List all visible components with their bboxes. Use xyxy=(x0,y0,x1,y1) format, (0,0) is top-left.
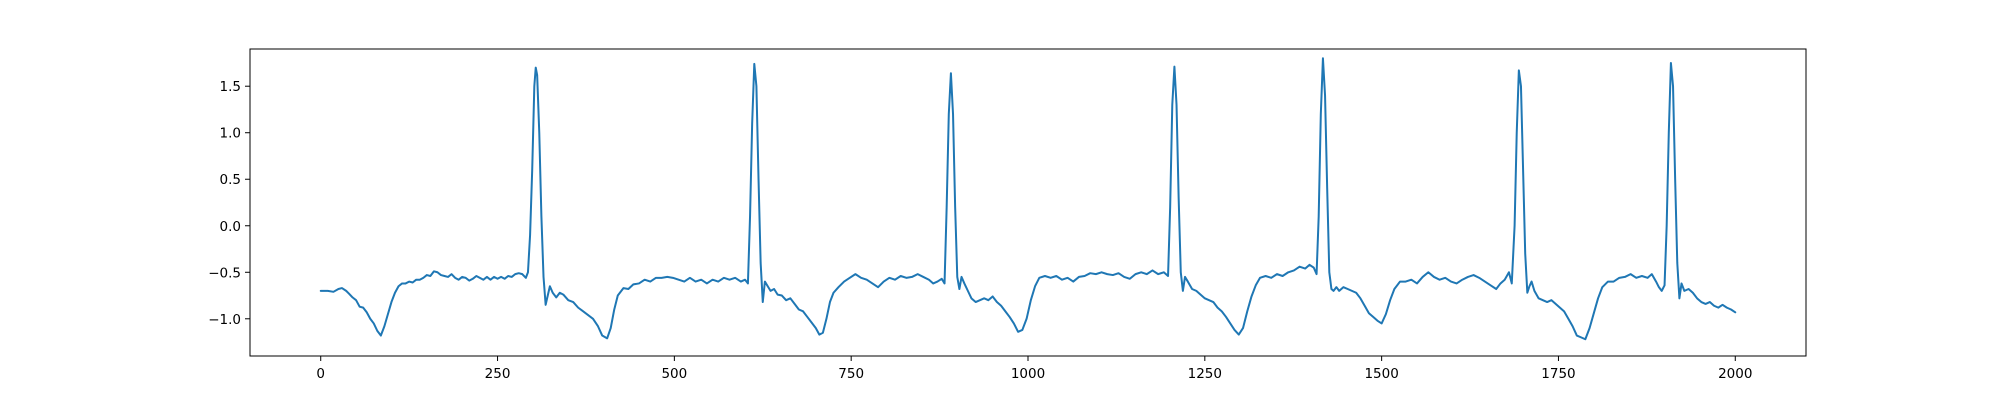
x-tick-label: 750 xyxy=(838,366,864,382)
series-layer xyxy=(319,57,1737,341)
y-tick-label: 1.0 xyxy=(220,126,241,142)
y-tick-label: 1.5 xyxy=(220,79,241,95)
x-tick-label: 0 xyxy=(316,366,325,382)
x-tick-label: 1500 xyxy=(1364,366,1398,382)
x-axis-ticks: 0 250 500 750 1000 1250 1500 1750 2000 xyxy=(316,356,1752,382)
series-line xyxy=(319,57,1737,341)
y-tick-label: −1.0 xyxy=(208,312,241,328)
x-tick-label: 250 xyxy=(485,366,511,382)
x-tick-label: 1250 xyxy=(1188,366,1222,382)
y-tick-label: −0.5 xyxy=(208,265,241,281)
y-tick-label: 0.5 xyxy=(220,172,241,188)
y-tick-label: 0.0 xyxy=(220,219,241,235)
x-tick-label: 1750 xyxy=(1541,366,1575,382)
plot-area-frame xyxy=(249,48,1807,357)
y-axis-ticks: −1.0 −0.5 0.0 0.5 1.0 1.5 xyxy=(208,79,250,328)
x-tick-label: 1000 xyxy=(1011,366,1045,382)
x-tick-label: 500 xyxy=(661,366,687,382)
x-tick-label: 2000 xyxy=(1718,366,1752,382)
